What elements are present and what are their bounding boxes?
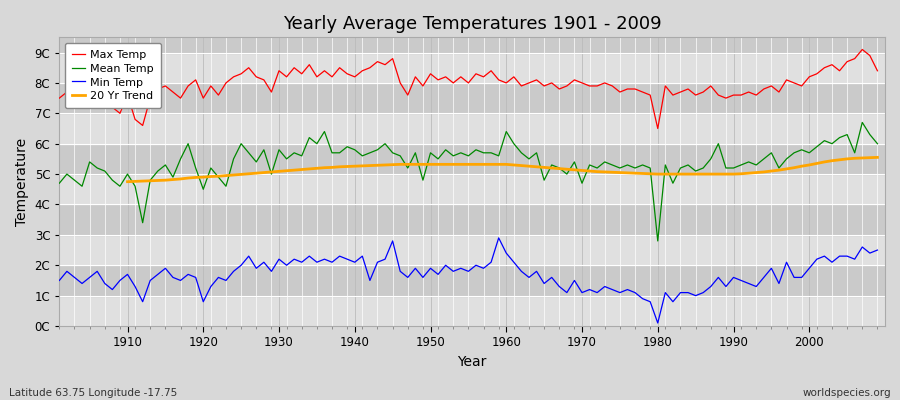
Mean Temp [493,154,504,158]
Bar [59,144,885,174]
Line: Min Temp: Min Temp [59,238,878,323]
Bar [59,83,885,113]
Mean Temp [501,129,512,134]
Min Temp [493,236,504,240]
Max Temp [54,96,65,100]
20 Yr Trend [296,167,307,172]
Bar [59,296,885,326]
Mean Temp [652,238,663,243]
Max Temp [652,126,663,131]
Max Temp [592,84,603,88]
20 Yr Trend [834,158,845,162]
Legend: Max Temp, Mean Temp, Min Temp, 20 Yr Trend: Max Temp, Mean Temp, Min Temp, 20 Yr Tre… [65,43,161,108]
Max Temp [114,111,125,116]
20 Yr Trend [266,170,277,174]
20 Yr Trend [508,162,519,167]
Max Temp [501,80,512,85]
Mean Temp [281,156,292,161]
Bar [59,235,885,265]
Min Temp [508,260,519,265]
Mean Temp [54,181,65,186]
Line: Max Temp: Max Temp [59,50,878,128]
Mean Temp [114,184,125,189]
Text: Latitude 63.75 Longitude -17.75: Latitude 63.75 Longitude -17.75 [9,388,177,398]
Max Temp [493,78,504,82]
Mean Temp [327,150,338,155]
Bar [59,265,885,296]
Bar [59,52,885,83]
Min Temp [599,284,610,289]
Min Temp [114,278,125,283]
Y-axis label: Temperature: Temperature [15,138,29,226]
Mean Temp [872,141,883,146]
Min Temp [501,251,512,256]
Line: 20 Yr Trend: 20 Yr Trend [128,157,877,182]
Max Temp [327,74,338,79]
Min Temp [54,278,65,283]
Title: Yearly Average Temperatures 1901 - 2009: Yearly Average Temperatures 1901 - 2009 [283,15,662,33]
Bar [59,174,885,204]
Min Temp [652,320,663,325]
Mean Temp [857,120,868,125]
20 Yr Trend [569,168,580,172]
20 Yr Trend [872,155,883,160]
20 Yr Trend [812,161,823,166]
Min Temp [327,260,338,265]
Max Temp [857,47,868,52]
Bar [59,204,885,235]
Max Temp [872,68,883,73]
Max Temp [281,74,292,79]
Bar [59,113,885,144]
Bar [59,22,885,52]
20 Yr Trend [122,179,133,184]
X-axis label: Year: Year [457,355,487,369]
Line: Mean Temp: Mean Temp [59,122,878,241]
Min Temp [872,248,883,252]
Text: worldspecies.org: worldspecies.org [803,388,891,398]
Mean Temp [592,166,603,170]
Min Temp [281,263,292,268]
